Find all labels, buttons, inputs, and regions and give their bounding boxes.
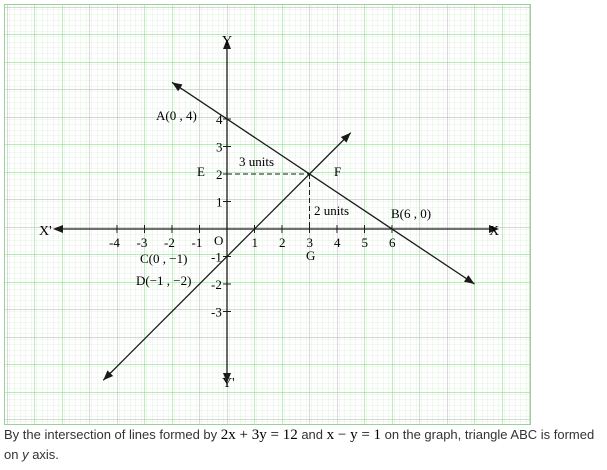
x-tick-label: 3: [307, 235, 314, 250]
line2-arrow-end: [340, 132, 351, 143]
x-tick-label: -1: [192, 235, 203, 250]
line-2x-3y-12: [171, 81, 475, 285]
y-tick-label: 1: [216, 195, 223, 210]
y-tick-label: 3: [216, 140, 223, 155]
origin-label: O: [214, 233, 223, 248]
coordinate-graph: Y Y' X X' O A(0 , 4) B(6 , 0) C(0 , −1) …: [5, 5, 530, 424]
x-tick-label: 2: [279, 235, 286, 250]
line1-arrow-start: [172, 82, 183, 92]
x-tick-label: 4: [334, 235, 341, 250]
x-axis-label: X: [489, 224, 499, 239]
point-b-label: B(6 , 0): [391, 206, 431, 221]
vertical-distance-label: 2 units: [314, 203, 349, 218]
x-tick-label: 1: [252, 235, 259, 250]
point-c-label: C(0 , −1): [140, 251, 187, 266]
x-axis-arrow-left: [53, 225, 63, 233]
x-axis-arrow-right: [489, 225, 499, 233]
x-neg-axis-label: X': [39, 224, 52, 239]
equation-2: x − y = 1: [326, 427, 382, 443]
line2-arrow-start: [103, 370, 114, 381]
y-axis-label: Y: [222, 34, 232, 49]
axes: [53, 39, 499, 383]
labels: Y Y' X X' O A(0 , 4) B(6 , 0) C(0 , −1) …: [39, 34, 499, 391]
x-tick-label: -3: [137, 235, 148, 250]
x-tick-label: 6: [389, 235, 396, 250]
y-axis-arrow-down: [223, 373, 231, 383]
equation-1: 2x + 3y = 12: [220, 427, 298, 443]
caption: By the intersection of lines formed by 2…: [4, 425, 604, 465]
caption-text-1: By the intersection of lines formed by: [4, 427, 221, 442]
x-tick-label: -2: [164, 235, 175, 250]
caption-text-2: and: [297, 427, 327, 442]
point-e-label: E: [197, 164, 205, 179]
plot-lines: [102, 81, 475, 381]
y-tick-label: -1: [211, 250, 222, 265]
point-a-label: A(0 , 4): [156, 108, 197, 123]
grid-lines: [5, 5, 530, 424]
y-tick-label: 2: [216, 167, 223, 182]
y-neg-axis-label: Y': [222, 376, 235, 391]
x-tick-label: -4: [109, 235, 120, 250]
y-variable: y: [22, 447, 29, 462]
x-tick-label: 5: [362, 235, 369, 250]
line1-arrow-end: [463, 275, 475, 284]
point-d-label: D(−1 , −2): [136, 273, 191, 288]
horizontal-distance-label: 3 units: [239, 154, 274, 169]
y-tick-label: -3: [211, 305, 222, 320]
y-tick-label: -2: [211, 277, 222, 292]
y-tick-label: 4: [216, 112, 223, 127]
graph-area: Y Y' X X' O A(0 , 4) B(6 , 0) C(0 , −1) …: [4, 4, 531, 425]
y-axis-arrow-up: [223, 39, 231, 49]
point-f-label: F: [334, 164, 341, 179]
caption-text-3: on the graph, triangle ABC is formed on: [4, 427, 595, 462]
point-g-label: G: [306, 248, 315, 263]
caption-text-4: axis.: [28, 447, 59, 462]
guide-lines: [227, 173, 310, 229]
